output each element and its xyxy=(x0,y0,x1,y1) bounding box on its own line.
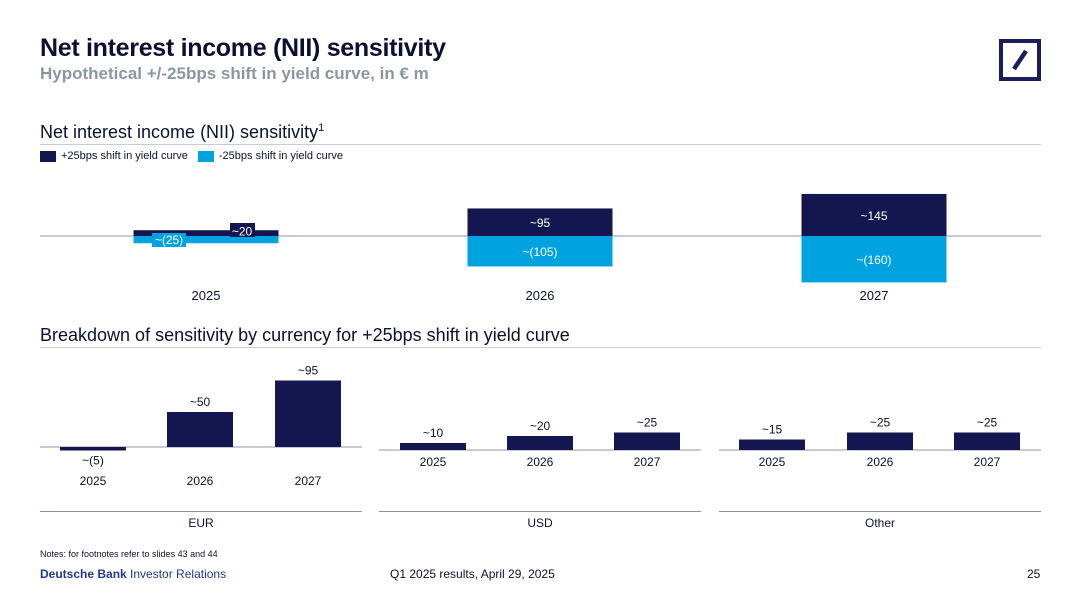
x-tick-label-2025: 2025 xyxy=(192,288,221,303)
data-label-usd-2026: ~20 xyxy=(530,419,551,433)
panel-label-eur: EUR xyxy=(188,516,214,530)
legend-swatch-cyan xyxy=(197,150,214,162)
data-label-minus-2026: ~(105) xyxy=(522,245,557,259)
page-number: 25 xyxy=(1027,567,1041,581)
data-label-other-2027: ~25 xyxy=(977,416,998,430)
data-label-plus-2027: ~145 xyxy=(860,209,887,223)
panel-divider-other xyxy=(719,511,1041,512)
bar-usd-2026 xyxy=(507,436,573,450)
data-label-eur-2025: ~(5) xyxy=(82,454,104,468)
x-tick-label-other-2026: 2026 xyxy=(867,455,894,469)
panel-divider-usd xyxy=(379,511,701,512)
bar-usd-2025 xyxy=(400,443,466,450)
x-tick-label-usd-2027: 2027 xyxy=(634,455,661,469)
bar-other-2025 xyxy=(739,439,805,450)
bar-eur-2025 xyxy=(60,447,126,451)
bar-eur-2026 xyxy=(167,412,233,447)
x-tick-label-usd-2025: 2025 xyxy=(420,455,447,469)
data-label-minus-2025: ~(25) xyxy=(155,233,183,247)
x-tick-label-usd-2026: 2026 xyxy=(527,455,554,469)
currency-breakdown-chart: ~(5) 2025 ~50 2026 ~95 2027 ~10 2025 ~20 2026 ~25 2… xyxy=(40,364,1041,488)
footer-event: Q1 2025 results, April 29, 2025 xyxy=(390,567,555,581)
bar-minus-2027 xyxy=(801,236,947,283)
page-title: Net interest income (NII) sensitivity xyxy=(40,34,446,62)
data-label-minus-2027: ~(160) xyxy=(856,253,891,267)
deutsche-bank-logo-icon xyxy=(999,39,1041,81)
bar-usd-2027 xyxy=(614,432,680,450)
data-label-plus-2025: ~20 xyxy=(232,225,253,239)
x-tick-label-eur-2026: 2026 xyxy=(187,474,214,488)
page-subtitle: Hypothetical +/-25bps shift in yield cur… xyxy=(40,64,429,83)
legend-item-minus: -25bps shift in yield curve xyxy=(197,150,343,162)
bar-other-2027 xyxy=(954,432,1020,450)
bar-minus-2026 xyxy=(467,236,613,267)
data-label-usd-2027: ~25 xyxy=(637,416,658,430)
chart-legend: +25bps shift in yield curve -25bps shift… xyxy=(40,150,353,162)
data-label-eur-2027: ~95 xyxy=(298,364,319,378)
bar-plus-2025 xyxy=(133,230,279,236)
data-label-other-2026: ~25 xyxy=(870,416,891,430)
bar-eur-2027 xyxy=(275,380,341,447)
bar-plus-2027 xyxy=(801,193,947,236)
nii-sensitivity-heading: Net interest income (NII) sensitivity1 xyxy=(40,122,325,142)
footer-brand: Deutsche Bank Investor Relations xyxy=(40,567,227,581)
bar-plus-2026 xyxy=(467,208,613,236)
divider xyxy=(40,347,1041,348)
data-label-eur-2026: ~50 xyxy=(190,395,211,409)
x-tick-label-eur-2025: 2025 xyxy=(80,474,107,488)
x-tick-label-eur-2027: 2027 xyxy=(295,474,322,488)
legend-item-plus: +25bps shift in yield curve xyxy=(40,150,188,162)
legend-swatch-navy xyxy=(40,150,56,162)
nii-sensitivity-chart: ~20 ~(25) 2025 ~95 ~(105) 2026 ~145 ~(160) 2027 xyxy=(40,193,1041,303)
data-label-minus-bg xyxy=(152,233,186,247)
data-label-plus-bg xyxy=(230,223,255,237)
currency-breakdown-heading: Breakdown of sensitivity by currency for… xyxy=(40,325,570,345)
footnotes: Notes: for footnotes refer to slides 43 … xyxy=(40,549,218,559)
data-label-usd-2025: ~10 xyxy=(423,426,444,440)
x-tick-label-other-2025: 2025 xyxy=(759,455,786,469)
panel-label-other: Other xyxy=(864,516,895,530)
divider xyxy=(40,144,1041,145)
x-tick-label-2027: 2027 xyxy=(860,288,889,303)
panel-divider-eur xyxy=(40,511,362,512)
x-tick-label-2026: 2026 xyxy=(526,288,555,303)
data-label-other-2025: ~15 xyxy=(762,423,783,437)
footnote-marker: 1 xyxy=(318,122,325,134)
bar-minus-2025 xyxy=(133,236,279,244)
bar-other-2026 xyxy=(847,432,913,450)
data-label-plus-2026: ~95 xyxy=(530,216,551,230)
x-tick-label-other-2027: 2027 xyxy=(974,455,1001,469)
panel-label-usd: USD xyxy=(527,516,553,530)
